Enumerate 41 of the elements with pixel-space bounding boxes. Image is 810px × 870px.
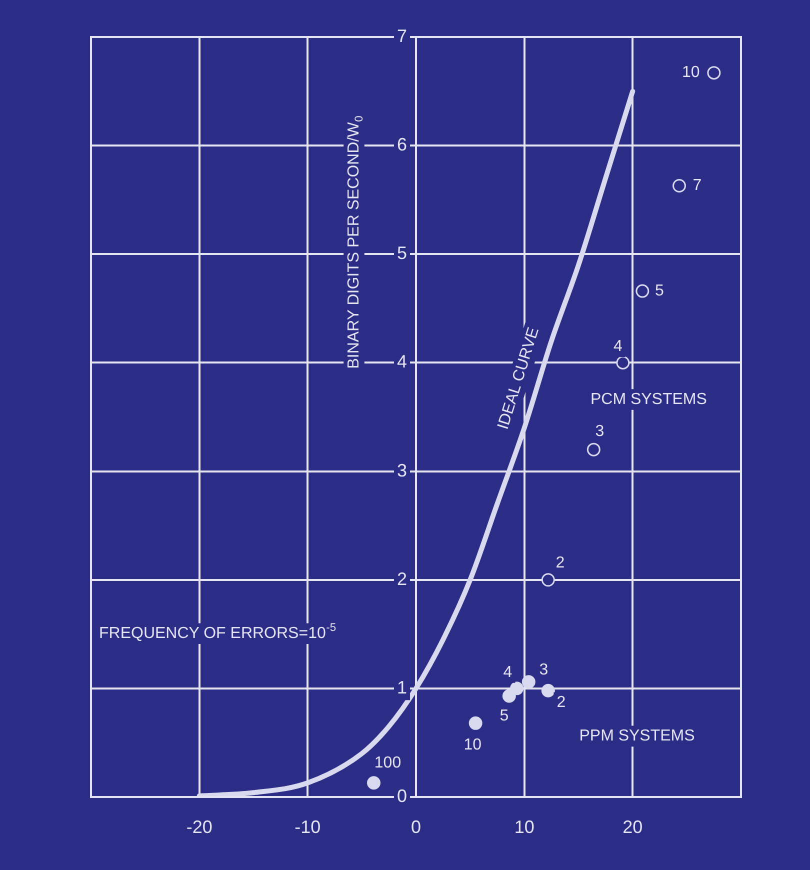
- point: [367, 776, 380, 790]
- y-tick-label: 6: [396, 134, 408, 155]
- point: [510, 682, 524, 696]
- x-tick-label: 20: [622, 816, 643, 837]
- point: [522, 675, 536, 689]
- annotation: 10: [682, 64, 700, 82]
- point: [502, 689, 516, 703]
- annotation: 3: [539, 661, 548, 678]
- annotation: 2: [556, 694, 566, 712]
- point: [541, 684, 555, 698]
- y-tick-label: 2: [396, 568, 408, 589]
- text: IDEAL CURVE: [494, 325, 543, 432]
- annotation: 2: [556, 554, 565, 572]
- y-tick-label: 1: [396, 677, 408, 698]
- point: [586, 442, 600, 456]
- point: [541, 573, 555, 587]
- y-tick-label: 4: [396, 352, 408, 372]
- annotation: 10: [464, 736, 482, 754]
- x-tick-label: -20: [186, 816, 212, 837]
- annotation: 4: [613, 338, 622, 356]
- x-tick-label: 0: [410, 816, 422, 837]
- point: [616, 356, 630, 370]
- point: [636, 284, 650, 298]
- x-tick-label: 10: [514, 816, 534, 837]
- y-tick-label: 3: [396, 460, 408, 480]
- annotation: 100: [374, 754, 402, 772]
- text: PPM SYSTEMS: [579, 728, 695, 745]
- point: [672, 178, 686, 192]
- annotation: 5: [500, 707, 509, 724]
- annotation: 4: [503, 664, 512, 681]
- y-axis-title: BINARY DIGITS PER SECOND/W0: [345, 116, 366, 369]
- annotation: 5: [654, 282, 664, 300]
- point: [468, 716, 482, 730]
- x-tick-label: -10: [294, 816, 321, 837]
- y-tick-label: 5: [396, 243, 408, 264]
- annotation: 7: [692, 177, 702, 194]
- text: PCM SYSTEMS: [590, 390, 707, 408]
- y-tick-label: 0: [396, 786, 408, 806]
- annotation: 3: [595, 422, 604, 440]
- y-tick-label: 7: [396, 26, 408, 46]
- point: [707, 66, 721, 80]
